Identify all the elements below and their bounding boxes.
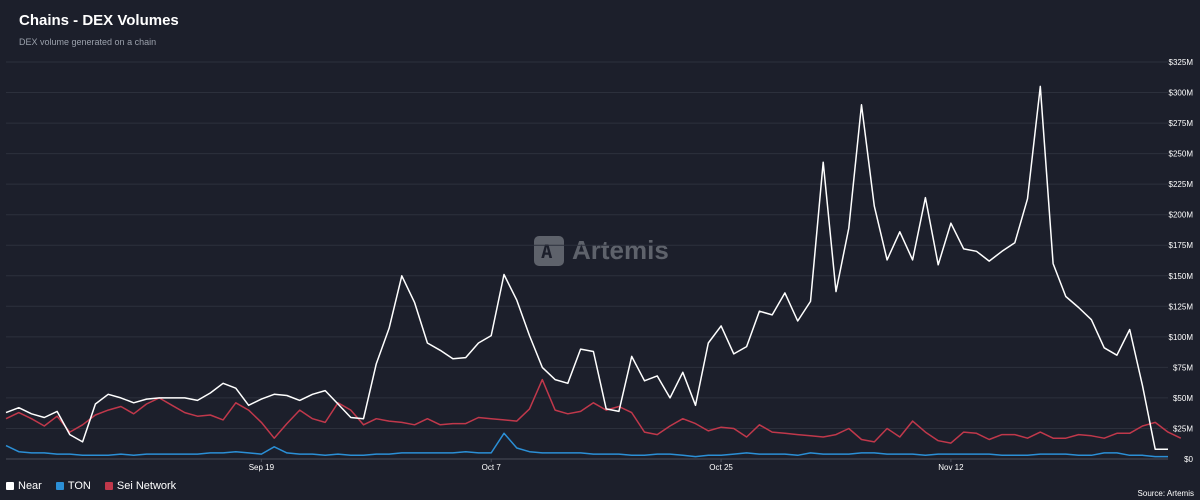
x-tick-label: Oct 25 — [709, 463, 733, 472]
legend-label-ton: TON — [67, 480, 91, 492]
y-tick-label: $100M — [1169, 333, 1194, 342]
y-tick-label: $25M — [1173, 424, 1193, 433]
legend-item-near[interactable]: Near — [6, 480, 42, 492]
legend-item-ton[interactable]: TON — [55, 480, 91, 492]
y-tick-label: $325M — [1169, 58, 1194, 67]
chart-source: Source: Artemis — [1137, 489, 1194, 498]
x-tick-label: Oct 7 — [482, 463, 502, 472]
y-tick-label: $275M — [1169, 119, 1194, 128]
legend-swatch-sei-network — [104, 482, 113, 490]
artemis-watermark: A Artemis — [534, 235, 669, 266]
x-tick-label: Sep 19 — [249, 463, 275, 472]
y-tick-label: $200M — [1169, 211, 1194, 220]
chart-subtitle: DEX volume generated on a chain — [19, 37, 157, 47]
y-tick-label: $0 — [1184, 455, 1193, 464]
y-tick-label: $250M — [1169, 150, 1194, 159]
artemis-logo-icon: A — [534, 235, 564, 266]
watermark-text: Artemis — [572, 235, 669, 265]
chart-legend: Near TON Sei Network — [6, 480, 176, 492]
legend-label-sei-network: Sei Network — [116, 480, 177, 492]
legend-swatch-ton — [55, 482, 64, 490]
legend-swatch-near — [6, 482, 14, 490]
series-line-ton[interactable] — [5, 432, 1168, 458]
series-line-near[interactable] — [5, 85, 1168, 450]
x-tick-label: Nov 12 — [938, 463, 964, 472]
y-tick-label: $150M — [1169, 272, 1194, 281]
y-tick-label: $225M — [1169, 180, 1194, 189]
legend-label-near: Near — [18, 480, 42, 492]
y-tick-label: $300M — [1169, 89, 1194, 98]
y-tick-label: $125M — [1169, 302, 1194, 311]
series-line-sei-network[interactable] — [5, 378, 1182, 444]
legend-item-sei-network[interactable]: Sei Network — [104, 480, 177, 492]
y-tick-label: $50M — [1173, 394, 1193, 403]
chart-title: Chains - DEX Volumes — [19, 12, 179, 29]
y-tick-label: $175M — [1169, 241, 1194, 250]
y-tick-label: $75M — [1173, 363, 1193, 372]
